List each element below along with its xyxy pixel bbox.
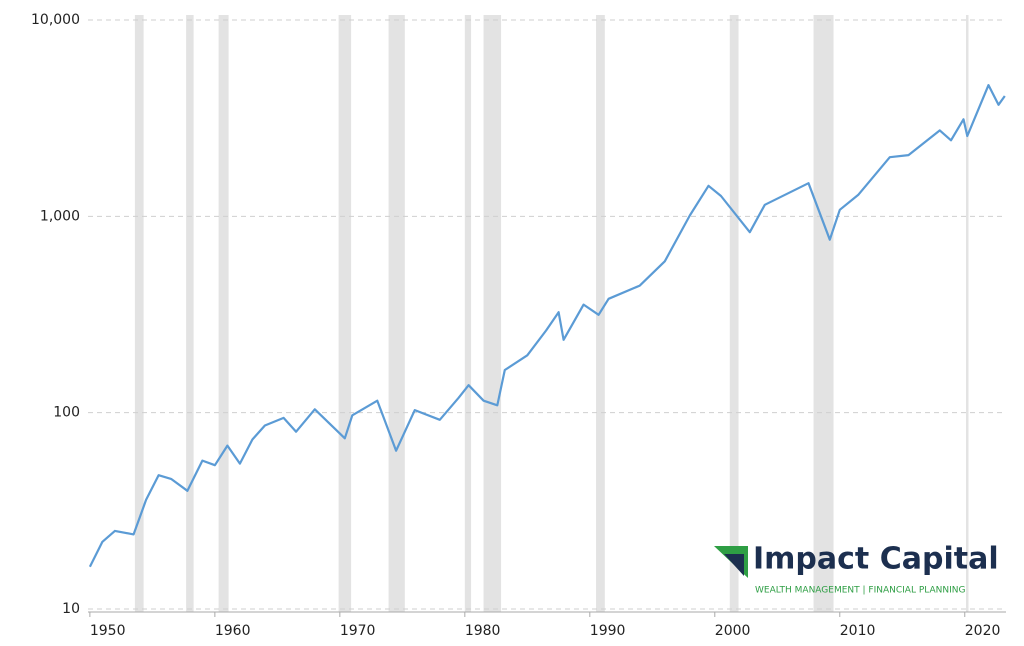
x-tick-label: 2000: [715, 623, 751, 639]
x-tick-label: 2010: [840, 623, 876, 639]
logo-icon: [724, 554, 744, 576]
logo-name: Impact Capital: [753, 542, 999, 577]
x-tick-label: 1980: [465, 623, 501, 639]
recession-band: [729, 15, 739, 612]
recession-bands: [134, 15, 969, 612]
recession-band: [218, 15, 229, 612]
recession-band: [464, 15, 472, 612]
recession-band: [338, 15, 352, 612]
recession-band: [186, 15, 194, 612]
grid: [88, 19, 1006, 610]
recession-band: [966, 15, 969, 612]
y-tick-label: 1,000: [40, 208, 80, 224]
logo: Impact Capital WEALTH MANAGEMENT | FINAN…: [714, 542, 999, 596]
logo-tagline: WEALTH MANAGEMENT | FINANCIAL PLANNING: [755, 586, 965, 596]
x-tick-label: 1970: [340, 623, 376, 639]
x-tick-label: 1990: [590, 623, 626, 639]
recession-band: [813, 15, 834, 612]
x-tick-label: 1960: [215, 623, 251, 639]
price-line: [88, 84, 1006, 568]
recession-band: [134, 15, 144, 612]
y-tick-label: 10: [62, 601, 80, 617]
y-tick-label: 100: [53, 405, 80, 421]
x-tick-label: 2020: [965, 623, 1001, 639]
recession-band: [388, 15, 405, 612]
y-tick-label: 10,000: [31, 12, 80, 28]
x-tick-label: 1950: [90, 623, 126, 639]
recession-band: [483, 15, 502, 612]
